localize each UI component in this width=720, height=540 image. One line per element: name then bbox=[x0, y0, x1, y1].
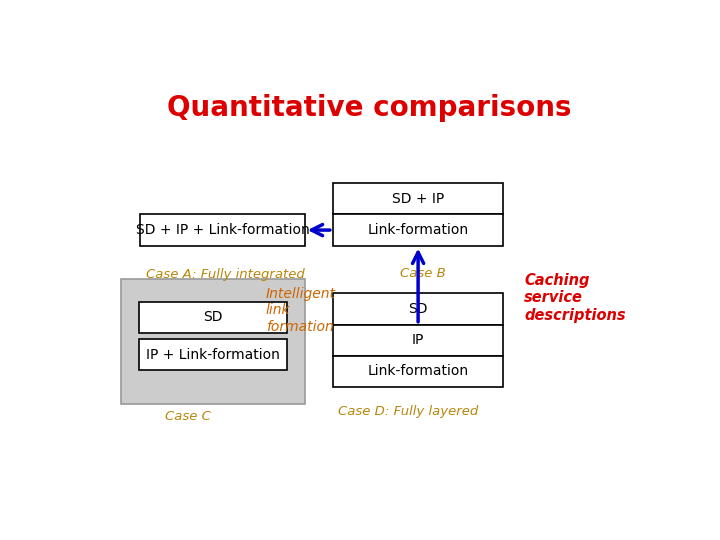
Text: Link-formation: Link-formation bbox=[367, 364, 469, 379]
Text: SD + IP: SD + IP bbox=[392, 192, 444, 206]
Text: Quantitative comparisons: Quantitative comparisons bbox=[167, 94, 571, 123]
Bar bbox=[139, 302, 287, 333]
Text: SD: SD bbox=[408, 302, 428, 316]
Text: Case D: Fully layered: Case D: Fully layered bbox=[338, 406, 479, 419]
Bar bbox=[333, 294, 503, 325]
Text: IP: IP bbox=[412, 333, 424, 347]
Text: SD + IP + Link-formation: SD + IP + Link-formation bbox=[135, 223, 310, 237]
Bar bbox=[333, 183, 503, 214]
Bar bbox=[333, 325, 503, 356]
Text: SD: SD bbox=[203, 310, 222, 325]
Bar bbox=[121, 279, 305, 404]
Bar bbox=[333, 356, 503, 387]
Text: IP + Link-formation: IP + Link-formation bbox=[146, 348, 280, 362]
Bar bbox=[140, 214, 305, 246]
Text: Intelligent
link
formation: Intelligent link formation bbox=[266, 287, 336, 334]
Bar bbox=[333, 214, 503, 246]
Text: Case C: Case C bbox=[165, 410, 210, 423]
Text: Link-formation: Link-formation bbox=[367, 223, 469, 237]
Text: Case B: Case B bbox=[400, 267, 446, 280]
Text: Case A: Fully integrated: Case A: Fully integrated bbox=[145, 268, 305, 281]
Text: Caching
service
descriptions: Caching service descriptions bbox=[524, 273, 626, 322]
Bar bbox=[139, 339, 287, 370]
